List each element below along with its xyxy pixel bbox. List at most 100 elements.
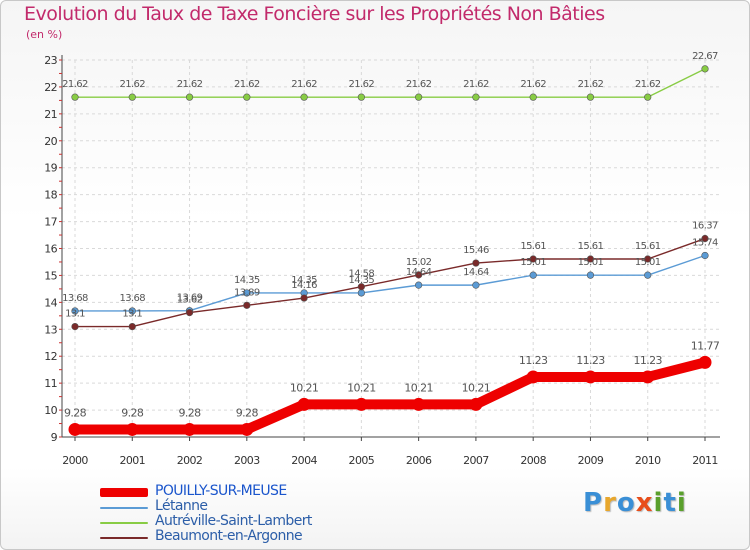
data-label-l-tanne-2001: 13.68	[119, 293, 145, 304]
series-line-beaumont-en-argonne	[74, 237, 706, 328]
y-tick-label-21: 21	[44, 108, 57, 121]
data-point-pouilly-sur-meuse-2002	[183, 422, 197, 436]
data-label-autr-ville-saint-lambert-2001: 21.62	[119, 79, 145, 90]
data-point-l-tanne-2011	[701, 251, 709, 260]
data-point-l-tanne-2006	[415, 281, 423, 289]
data-label-pouilly-sur-meuse-2000: 9.28	[64, 406, 87, 419]
data-point-autr-ville-saint-lambert-2003	[243, 93, 251, 101]
data-point-autr-ville-saint-lambert-2006	[415, 93, 423, 101]
data-label-beaumont-en-argonne-2010: 15.61	[635, 241, 661, 252]
data-label-pouilly-sur-meuse-2002: 9.28	[178, 406, 201, 419]
x-tick-label-2006: 2006	[406, 454, 432, 467]
data-point-pouilly-sur-meuse-2004	[297, 397, 311, 411]
data-point-beaumont-en-argonne-2011	[701, 234, 709, 243]
data-point-autr-ville-saint-lambert-2007	[472, 93, 480, 101]
data-point-l-tanne-2007	[472, 281, 480, 289]
data-point-pouilly-sur-meuse-2003	[240, 422, 254, 436]
legend-label-pouilly-sur-meuse: POUILLY-SUR-MEUSE	[155, 483, 287, 499]
y-tick-label-19: 19	[44, 162, 57, 175]
y-axis-unit: (en %)	[26, 28, 63, 41]
data-point-pouilly-sur-meuse-2010	[641, 370, 655, 384]
data-label-pouilly-sur-meuse-2011: 11.77	[691, 339, 720, 352]
data-label-autr-ville-saint-lambert-2006: 21.62	[406, 79, 432, 90]
data-label-autr-ville-saint-lambert-2004: 21.62	[291, 79, 317, 90]
data-label-beaumont-en-argonne-2008: 15.61	[520, 241, 546, 252]
data-point-pouilly-sur-meuse-2008	[526, 370, 540, 384]
data-label-l-tanne-2006: 14.64	[406, 267, 432, 278]
y-tick-label-12: 12	[44, 350, 57, 363]
data-label-l-tanne-2003: 14.35	[234, 275, 260, 286]
data-label-l-tanne-2008: 15.01	[520, 257, 546, 268]
data-point-autr-ville-saint-lambert-2011	[701, 65, 709, 73]
y-tick-label-10: 10	[44, 404, 57, 417]
y-tick-label-17: 17	[44, 216, 57, 229]
data-point-l-tanne-2008	[529, 271, 537, 279]
proxiti-logo: Proxiti	[583, 488, 687, 518]
chart-title: Evolution du Taux de Taxe Foncière sur l…	[24, 3, 605, 25]
data-point-l-tanne-2010	[644, 271, 652, 279]
legend-swatch-pouilly-sur-meuse	[100, 488, 148, 497]
data-point-autr-ville-saint-lambert-2002	[185, 93, 194, 101]
data-point-autr-ville-saint-lambert-2000	[71, 93, 79, 101]
legend-label-l-tanne: Létanne	[155, 498, 208, 514]
data-label-beaumont-en-argonne-2002: 13.62	[177, 295, 203, 306]
data-label-l-tanne-2005: 14.35	[349, 275, 375, 286]
data-label-autr-ville-saint-lambert-2005: 21.62	[349, 79, 375, 90]
data-point-autr-ville-saint-lambert-2009	[586, 93, 595, 101]
data-point-autr-ville-saint-lambert-2010	[644, 93, 652, 101]
data-point-beaumont-en-argonne-2003	[243, 301, 251, 309]
x-tick-label-2002: 2002	[177, 454, 203, 467]
data-label-pouilly-sur-meuse-2001: 9.28	[121, 406, 144, 419]
y-tick-label-23: 23	[44, 54, 57, 67]
data-point-pouilly-sur-meuse-2005	[354, 397, 368, 411]
data-point-l-tanne-2009	[586, 271, 595, 279]
data-point-l-tanne-2001	[128, 307, 136, 315]
data-label-pouilly-sur-meuse-2005: 10.21	[347, 381, 376, 394]
y-tick-label-15: 15	[44, 269, 57, 282]
data-label-autr-ville-saint-lambert-2009: 21.62	[578, 79, 604, 90]
legend-label-autr-ville-saint-lambert: Autréville-Saint-Lambert	[155, 513, 312, 529]
data-point-autr-ville-saint-lambert-2005	[357, 93, 365, 101]
y-tick-label-20: 20	[44, 135, 57, 148]
data-label-pouilly-sur-meuse-2004: 10.21	[290, 381, 319, 394]
x-tick-label-2007: 2007	[463, 454, 489, 467]
data-label-pouilly-sur-meuse-2008: 11.23	[519, 354, 548, 367]
data-label-l-tanne-2004: 14.35	[291, 275, 317, 286]
data-label-l-tanne-2007: 14.64	[463, 267, 489, 278]
data-point-beaumont-en-argonne-2005	[357, 283, 365, 291]
data-label-pouilly-sur-meuse-2010: 11.23	[633, 354, 662, 367]
data-label-pouilly-sur-meuse-2009: 11.23	[576, 354, 605, 367]
data-point-beaumont-en-argonne-2009	[586, 255, 595, 263]
data-label-autr-ville-saint-lambert-2008: 21.62	[520, 79, 546, 90]
data-label-l-tanne-2002: 13.69	[177, 293, 203, 304]
data-label-pouilly-sur-meuse-2003: 9.28	[236, 406, 259, 419]
data-label-beaumont-en-argonne-2009: 15.61	[578, 241, 604, 252]
y-tick-label-14: 14	[44, 296, 57, 309]
data-label-autr-ville-saint-lambert-2011: 22.67	[692, 51, 718, 62]
data-point-l-tanne-2000	[71, 307, 79, 315]
data-point-pouilly-sur-meuse-2007	[469, 397, 483, 411]
x-tick-label-2003: 2003	[234, 454, 260, 467]
data-point-l-tanne-2003	[243, 289, 251, 297]
data-label-autr-ville-saint-lambert-2000: 21.62	[62, 79, 88, 90]
legend-swatch-autr-ville-saint-lambert	[100, 521, 148, 524]
data-label-pouilly-sur-meuse-2006: 10.21	[404, 381, 433, 394]
x-tick-label-2001: 2001	[119, 454, 145, 467]
data-label-l-tanne-2000: 13.68	[62, 293, 88, 304]
data-point-autr-ville-saint-lambert-2008	[529, 93, 537, 101]
series-line-autr-ville-saint-lambert	[74, 68, 706, 98]
data-label-l-tanne-2009: 15.01	[578, 257, 604, 268]
data-point-beaumont-en-argonne-2010	[644, 255, 652, 263]
data-point-beaumont-en-argonne-2002	[185, 308, 194, 317]
legend-swatch-l-tanne	[100, 506, 148, 509]
data-point-autr-ville-saint-lambert-2004	[300, 93, 308, 101]
legend-label-beaumont-en-argonne: Beaumont-en-Argonne	[155, 528, 303, 544]
data-point-beaumont-en-argonne-2007	[472, 259, 480, 267]
data-label-beaumont-en-argonne-2000: 13.1	[65, 309, 85, 320]
data-point-beaumont-en-argonne-2000	[71, 322, 79, 331]
data-point-autr-ville-saint-lambert-2001	[128, 93, 136, 101]
x-tick-label-2011: 2011	[692, 454, 718, 467]
y-tick-label-11: 11	[44, 377, 57, 390]
data-label-beaumont-en-argonne-2003: 13.89	[234, 287, 260, 298]
